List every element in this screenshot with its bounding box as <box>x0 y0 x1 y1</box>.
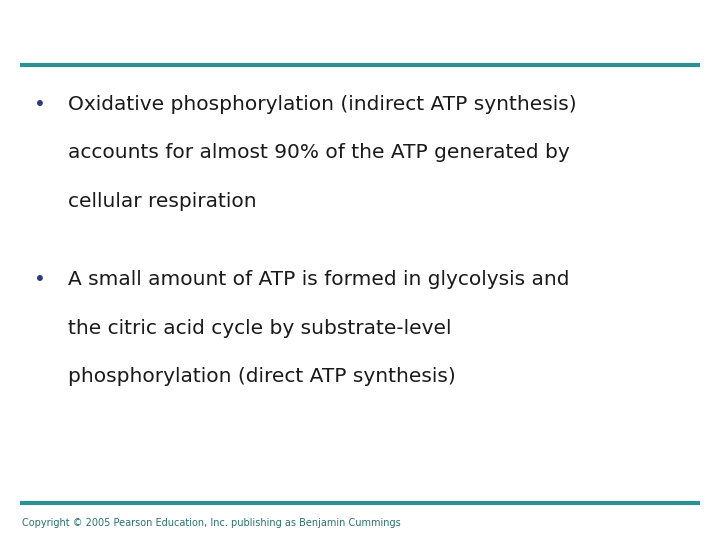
Text: phosphorylation (direct ATP synthesis): phosphorylation (direct ATP synthesis) <box>68 367 456 386</box>
Text: Oxidative phosphorylation (indirect ATP synthesis): Oxidative phosphorylation (indirect ATP … <box>68 94 577 113</box>
Text: A small amount of ATP is formed in glycolysis and: A small amount of ATP is formed in glyco… <box>68 270 570 289</box>
Text: accounts for almost 90% of the ATP generated by: accounts for almost 90% of the ATP gener… <box>68 143 570 162</box>
Text: Copyright © 2005 Pearson Education, Inc. publishing as Benjamin Cummings: Copyright © 2005 Pearson Education, Inc.… <box>22 518 400 528</box>
Text: the citric acid cycle by substrate-level: the citric acid cycle by substrate-level <box>68 319 452 338</box>
Text: cellular respiration: cellular respiration <box>68 192 257 211</box>
Text: •: • <box>34 270 45 289</box>
Text: •: • <box>34 94 45 113</box>
